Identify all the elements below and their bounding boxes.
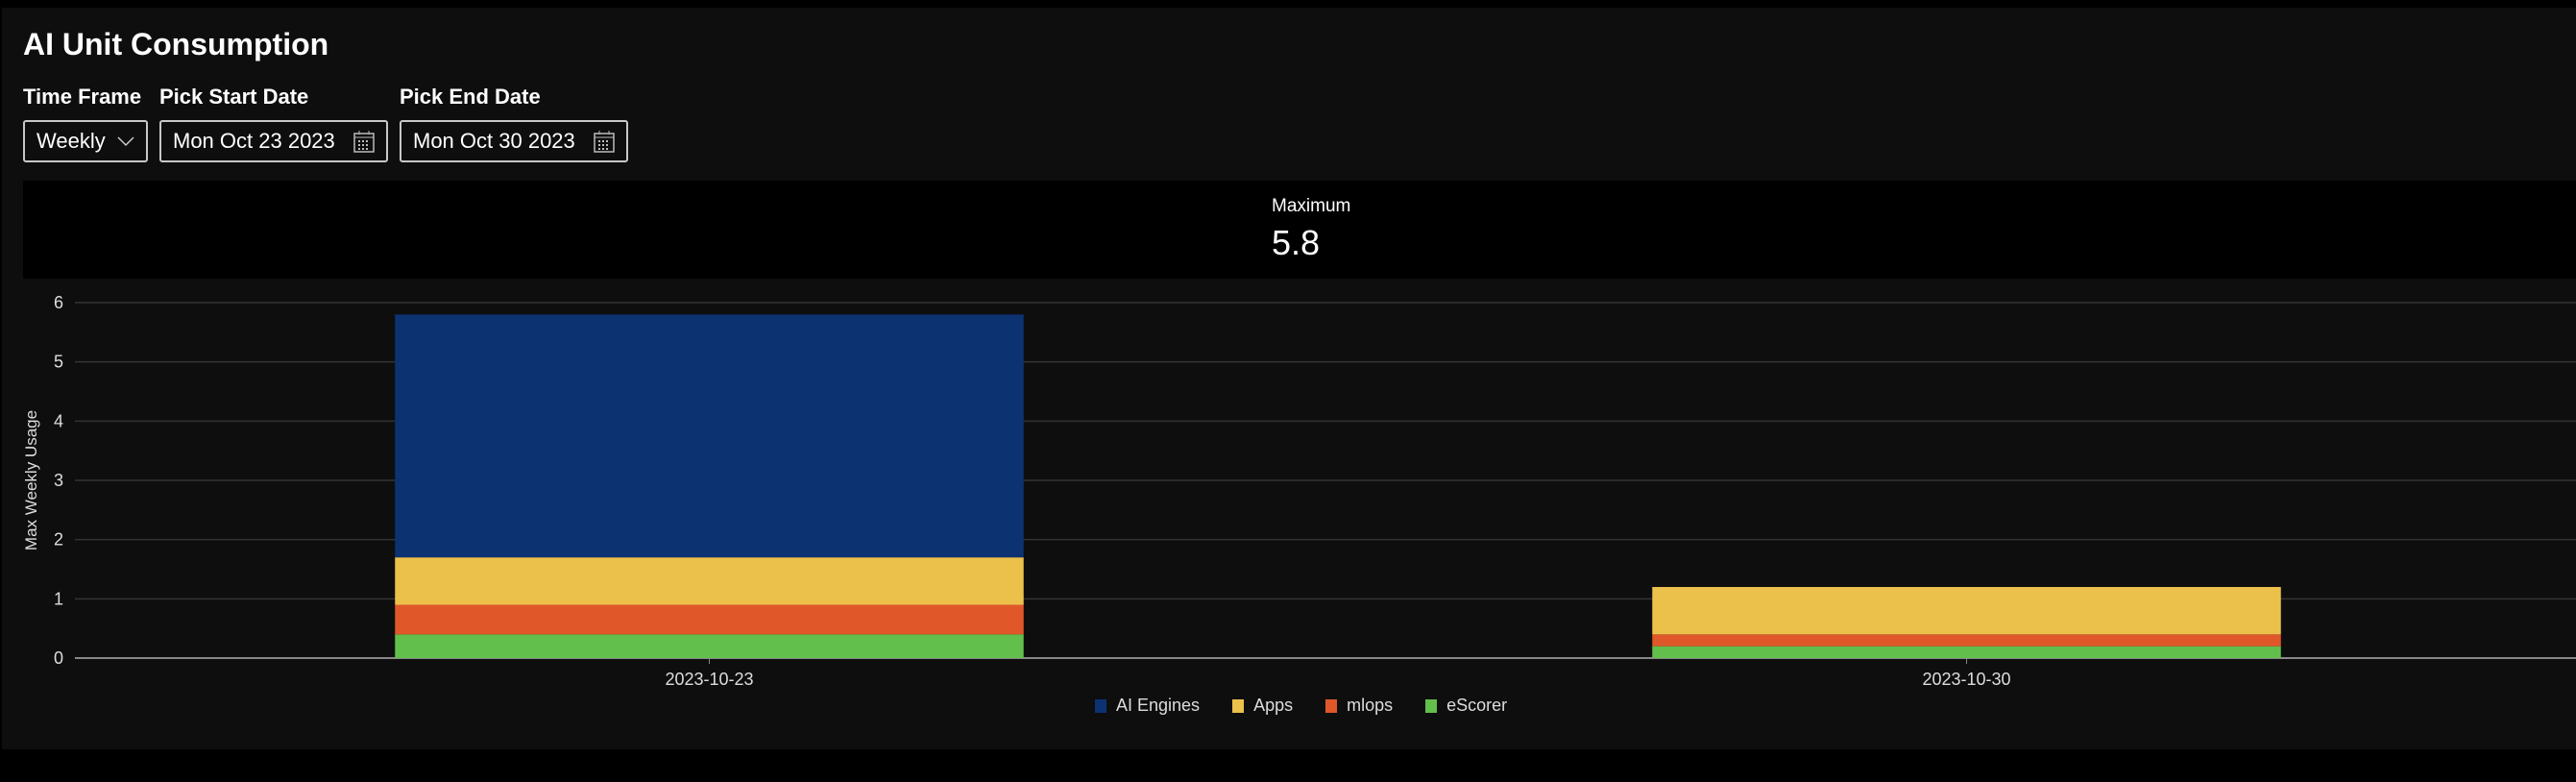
x-tick-label: 2023-10-30: [1922, 670, 2010, 689]
y-tick-label: 1: [54, 589, 63, 608]
y-axis-title: Max Weekly Usage: [22, 410, 40, 550]
legend-item[interactable]: mlops: [1325, 696, 1393, 716]
legend-item[interactable]: AI Engines: [1095, 696, 1200, 716]
legend-item[interactable]: Apps: [1232, 696, 1293, 716]
start-date-label: Pick Start Date: [159, 85, 309, 109]
time-frame-value: Weekly: [36, 129, 106, 153]
stat-label: Maximum: [1272, 196, 1351, 216]
time-frame-label: Time Frame: [23, 85, 142, 109]
bar-segment-escorer: [395, 634, 1024, 658]
bar-segment-mlops: [1652, 634, 2281, 647]
legend-swatch: [1325, 698, 1338, 713]
legend-swatch: [1095, 698, 1106, 713]
y-tick-label: 5: [54, 353, 63, 372]
calendar-icon[interactable]: [594, 130, 615, 153]
y-tick-label: 2: [54, 530, 63, 550]
legend-item[interactable]: eScorer: [1425, 696, 1507, 716]
chart-legend: AI Engines Apps mlops eScorer: [1095, 696, 1507, 716]
stat-value: 5.8: [1272, 223, 1321, 262]
page-title: AI Unit Consumption: [23, 27, 329, 61]
y-tick-label: 4: [54, 411, 63, 430]
legend-label: Apps: [1253, 696, 1294, 715]
start-date-value: Mon Oct 23 2023: [173, 129, 335, 153]
bar-segment-mlops: [395, 604, 1024, 635]
bar-segment-apps: [395, 557, 1024, 605]
bar-segment-escorer: [1652, 646, 2281, 658]
calendar-icon[interactable]: [353, 130, 375, 153]
legend-label: mlops: [1347, 696, 1394, 715]
legend-swatch: [1425, 698, 1438, 713]
y-tick-label: 6: [54, 293, 63, 312]
end-date-input[interactable]: Mon Oct 30 2023: [400, 120, 628, 162]
y-tick-label: 0: [54, 648, 63, 668]
time-frame-select[interactable]: Weekly: [23, 120, 148, 162]
legend-label: AI Engines: [1116, 696, 1201, 715]
bar-segment-apps: [1652, 587, 2281, 635]
maximum-stat-card: Maximum 5.8: [23, 181, 2576, 279]
chevron-down-icon: [117, 136, 134, 147]
end-date-value: Mon Oct 30 2023: [413, 129, 575, 153]
legend-swatch: [1232, 698, 1245, 713]
x-tick-label: 2023-10-23: [665, 670, 753, 689]
start-date-input[interactable]: Mon Oct 23 2023: [159, 120, 388, 162]
bar-segment-ai-engines: [395, 314, 1024, 558]
y-tick-label: 3: [54, 471, 63, 490]
end-date-label: Pick End Date: [400, 85, 541, 109]
legend-label: eScorer: [1446, 696, 1508, 715]
